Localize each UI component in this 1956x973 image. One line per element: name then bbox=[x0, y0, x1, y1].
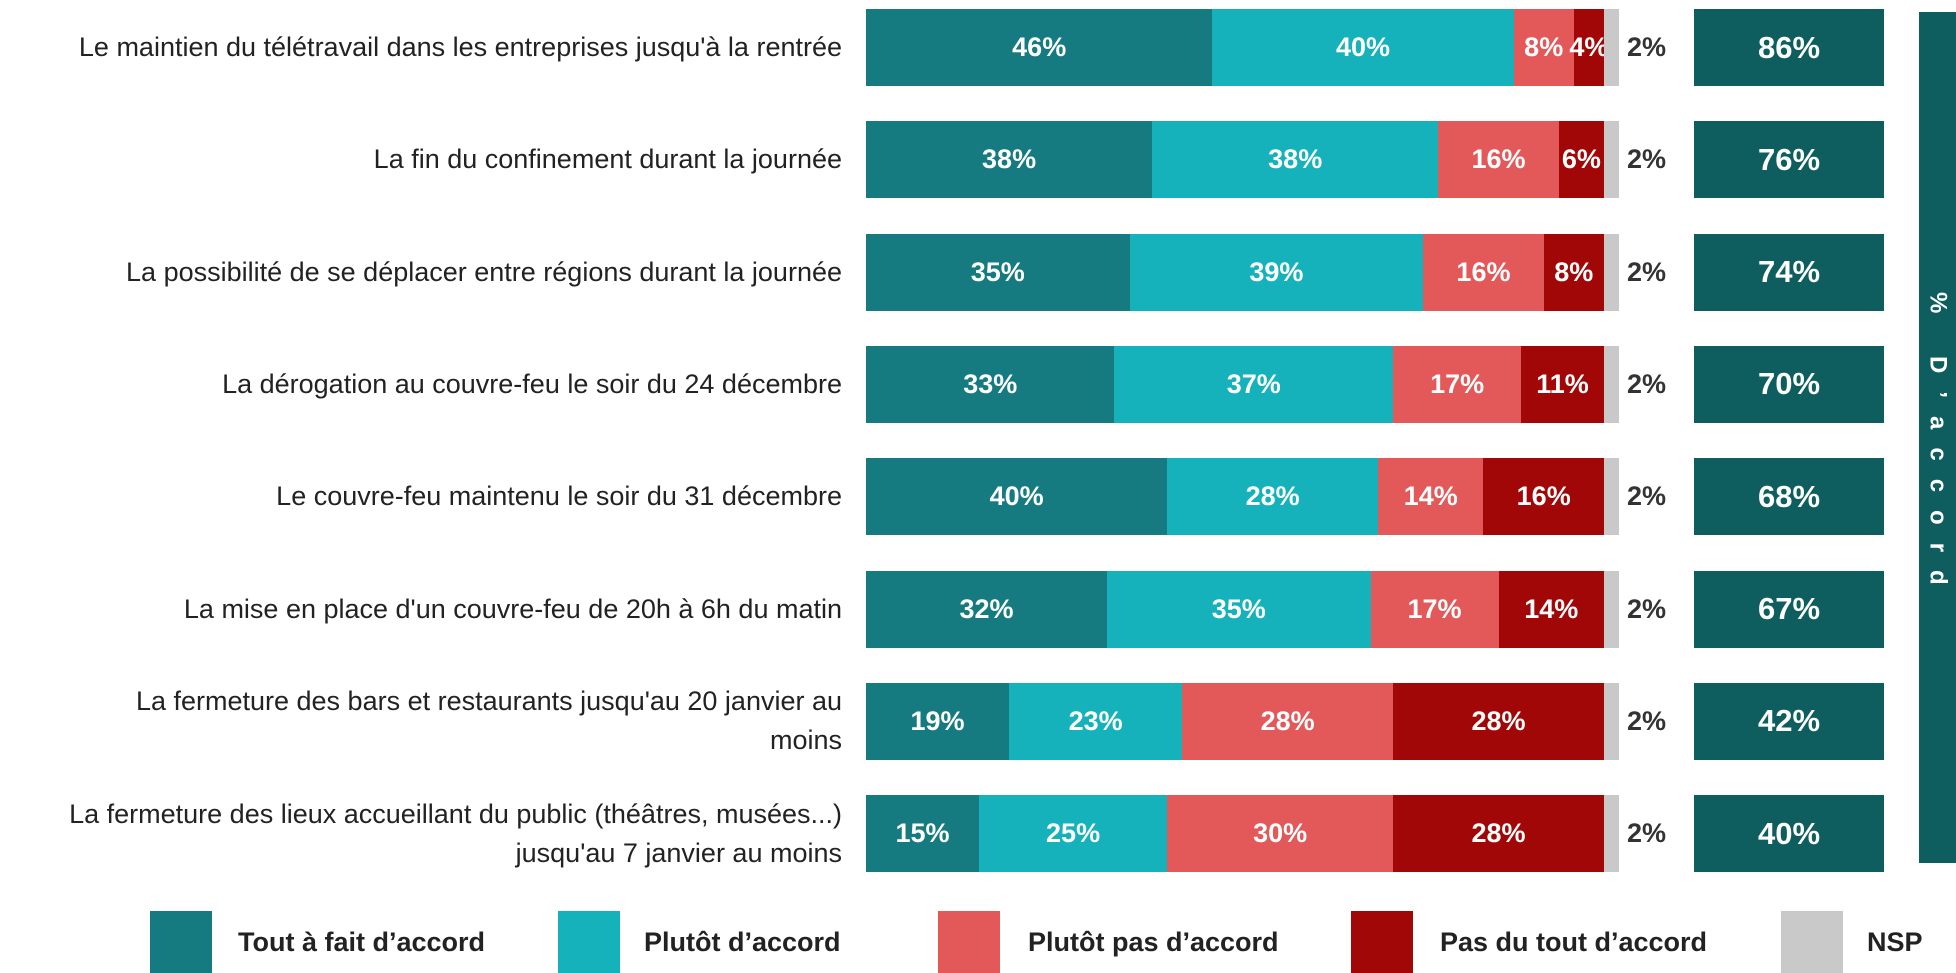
bar-segment: 25% bbox=[978, 795, 1168, 873]
bar-segment: 39% bbox=[1129, 233, 1424, 311]
legend-swatch bbox=[150, 911, 212, 973]
legend-swatch bbox=[1781, 911, 1843, 973]
totals-title: % D’accord bbox=[1924, 292, 1952, 603]
legend-swatch bbox=[1351, 911, 1413, 973]
total-box: 40% bbox=[1694, 795, 1884, 873]
category-label: Le couvre-feu maintenu le soir du 31 déc… bbox=[276, 481, 842, 512]
value-label: 2% bbox=[1627, 32, 1667, 62]
total-box: 74% bbox=[1694, 233, 1884, 311]
bar-segment: 8% bbox=[1513, 9, 1574, 86]
bar-segment bbox=[1603, 570, 1619, 648]
legend-label: NSP bbox=[1867, 926, 1923, 957]
bar-segment bbox=[1603, 458, 1619, 536]
bar-segment: 33% bbox=[866, 345, 1115, 423]
total-box: 70% bbox=[1694, 345, 1884, 423]
value-label: 2% bbox=[1627, 481, 1667, 512]
bar-segment: 28% bbox=[1393, 795, 1604, 873]
category-label: La mise en place d'un couvre-feu de 20h … bbox=[183, 593, 842, 624]
bar-segment: 38% bbox=[1152, 121, 1439, 199]
bar-segment: 19% bbox=[866, 682, 1010, 760]
legend-label: Plutôt pas d’accord bbox=[1028, 926, 1279, 957]
bar-segment: 37% bbox=[1114, 345, 1394, 423]
category-label: Le maintien du télétravail dans les entr… bbox=[78, 32, 842, 62]
value-label: 2% bbox=[1627, 256, 1667, 287]
bar-segment: 28% bbox=[1393, 682, 1604, 760]
category-label: La fermeture des lieux accueillant du pu… bbox=[69, 798, 842, 868]
category-label: La dérogation au couvre-feu le soir du 2… bbox=[222, 368, 842, 399]
legend-swatch bbox=[558, 911, 620, 973]
category-label: La possibilité de se déplacer entre régi… bbox=[126, 256, 842, 287]
bar-segment: 17% bbox=[1393, 345, 1522, 423]
legend-label: Tout à fait d’accord bbox=[238, 926, 486, 957]
bar-segment bbox=[1603, 9, 1619, 86]
bar-segment: 6% bbox=[1558, 121, 1604, 199]
total-box: 76% bbox=[1694, 121, 1884, 199]
value-label: 2% bbox=[1627, 144, 1667, 175]
bar-segment bbox=[1603, 682, 1619, 760]
bar-segment: 32% bbox=[866, 570, 1107, 648]
bar-segment: 16% bbox=[1438, 121, 1559, 199]
value-label: 2% bbox=[1627, 593, 1667, 624]
bar-segment: 35% bbox=[1106, 570, 1371, 648]
totals-banner: % D’accord bbox=[1919, 12, 1956, 863]
bar-segment: 8% bbox=[1543, 233, 1604, 311]
bar-segment: 4% bbox=[1569, 9, 1608, 86]
bar-segment: 17% bbox=[1370, 570, 1499, 648]
legend-label: Plutôt d’accord bbox=[644, 926, 841, 957]
bar-segment: 28% bbox=[1182, 682, 1394, 760]
total-box: 86% bbox=[1694, 9, 1884, 86]
total-box: 67% bbox=[1694, 570, 1884, 648]
total-box: 42% bbox=[1694, 682, 1884, 760]
legend-label: Pas du tout d’accord bbox=[1440, 926, 1708, 957]
total-box: 68% bbox=[1694, 458, 1884, 536]
bar-segment: 38% bbox=[866, 121, 1153, 199]
bar-segment: 28% bbox=[1167, 458, 1379, 536]
value-label: 2% bbox=[1627, 818, 1667, 849]
bar-segment: 16% bbox=[1483, 458, 1604, 536]
bar-segment: 40% bbox=[866, 458, 1168, 536]
value-label: 2% bbox=[1627, 705, 1667, 736]
bar-segment: 35% bbox=[866, 233, 1130, 311]
category-label: La fin du confinement durant la journée bbox=[373, 144, 842, 175]
bar-segment: 11% bbox=[1521, 345, 1604, 423]
bar-segment: 14% bbox=[1498, 570, 1604, 648]
bar-segment: 40% bbox=[1212, 9, 1514, 86]
bar-segment: 46% bbox=[866, 9, 1213, 86]
bar-segment: 16% bbox=[1423, 233, 1544, 311]
legend-swatch bbox=[938, 911, 1000, 973]
value-label: 2% bbox=[1627, 368, 1667, 399]
bar-segment bbox=[1603, 233, 1619, 311]
bar-segment: 30% bbox=[1167, 795, 1394, 873]
bar-segment: 14% bbox=[1378, 458, 1484, 536]
bar-segment bbox=[1603, 345, 1619, 423]
category-label: La fermeture des bars et restaurants jus… bbox=[135, 686, 842, 756]
bar-segment: 23% bbox=[1009, 682, 1183, 760]
bar-segment bbox=[1603, 795, 1619, 873]
bar-segment bbox=[1603, 121, 1619, 199]
bar-segment: 15% bbox=[866, 795, 979, 873]
